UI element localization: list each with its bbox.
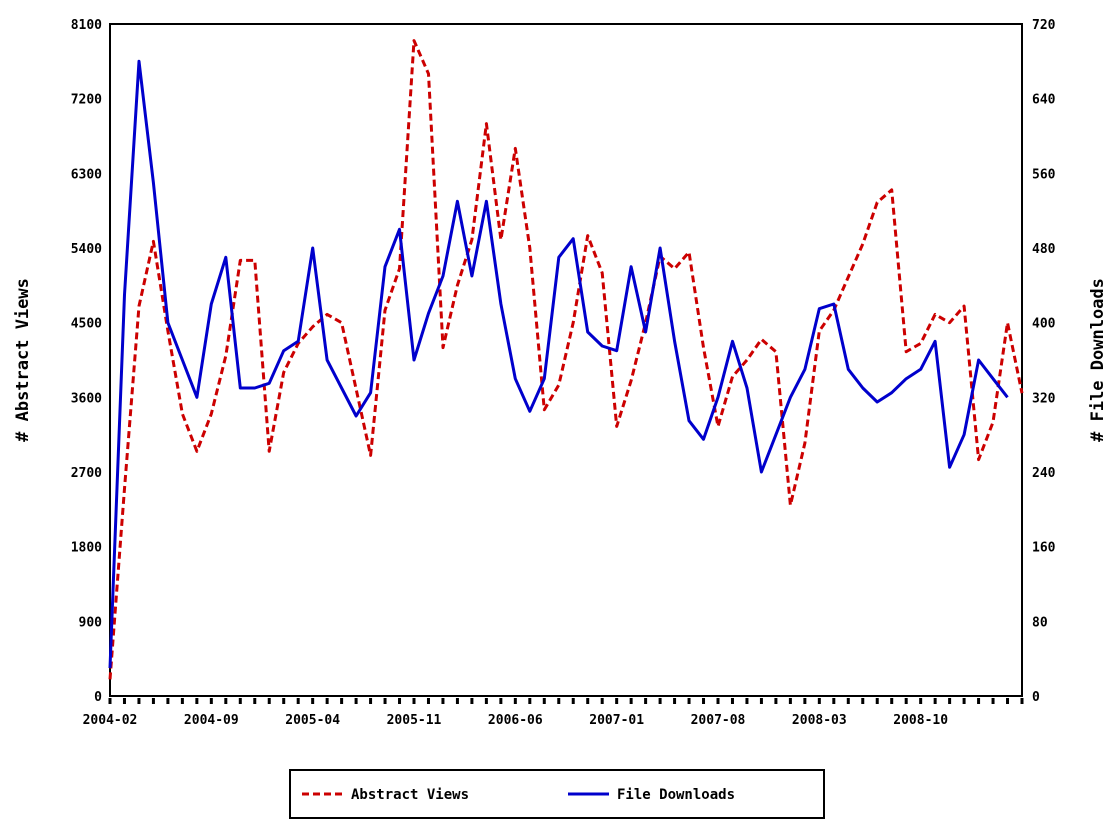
y-right-tick-label: 640 bbox=[1032, 93, 1056, 108]
y-left-tick-label: 3600 bbox=[71, 391, 102, 406]
legend-box bbox=[289, 769, 825, 819]
y-left-tick-label: 900 bbox=[79, 615, 103, 630]
series-lines bbox=[108, 39, 1024, 680]
x-tick-label: 2006-06 bbox=[488, 713, 543, 728]
x-tick-label: 2005-04 bbox=[285, 713, 340, 728]
y-right-tick-label: 160 bbox=[1032, 541, 1056, 556]
y-left-tick-label: 6300 bbox=[71, 167, 102, 182]
series-line-file-downloads bbox=[108, 59, 1009, 669]
x-tick-label: 2008-03 bbox=[792, 713, 847, 728]
y-left-tick-label: 0 bbox=[94, 690, 102, 705]
x-tick-label: 2007-08 bbox=[691, 713, 746, 728]
y-left-tick-label: 8100 bbox=[71, 18, 102, 33]
legend: Abstract Views File Downloads bbox=[289, 769, 825, 819]
x-tick-label: 2005-11 bbox=[387, 713, 442, 728]
x-tick-label: 2008-10 bbox=[893, 713, 948, 728]
y-right-tick-label: 0 bbox=[1032, 690, 1040, 705]
series-line-abstract-views bbox=[108, 39, 1024, 680]
y-left-tick-label: 2700 bbox=[71, 466, 102, 481]
legend-label-file-downloads: File Downloads bbox=[617, 787, 735, 803]
y-right-tick-label: 320 bbox=[1032, 391, 1056, 406]
y-right-tick-label: 80 bbox=[1032, 615, 1048, 630]
x-tick-label: 2004-02 bbox=[83, 713, 138, 728]
x-tick-label: 2007-01 bbox=[589, 713, 644, 728]
y-right-tick-label: 720 bbox=[1032, 18, 1056, 33]
y-right-axis-title: # File Downloads bbox=[1088, 278, 1108, 442]
y-right-tick-label: 560 bbox=[1032, 167, 1056, 182]
y-right-tick-label: 240 bbox=[1032, 466, 1056, 481]
y-left-tick-label: 5400 bbox=[71, 242, 102, 257]
y-right-tick-label: 480 bbox=[1032, 242, 1056, 257]
plot-frame bbox=[109, 23, 1023, 697]
legend-label-abstract-views: Abstract Views bbox=[351, 787, 469, 803]
x-tick-label: 2004-09 bbox=[184, 713, 239, 728]
y-left-tick-label: 4500 bbox=[71, 317, 102, 332]
y-left-axis-title: # Abstract Views bbox=[13, 278, 33, 442]
y-left-tick-labels: 0 900 1800 2700 3600 4500 5400 6300 7200 8100 bbox=[71, 18, 102, 705]
y-left-tick-label: 7200 bbox=[71, 93, 102, 108]
y-right-tick-label: 400 bbox=[1032, 317, 1056, 332]
x-tick-marks bbox=[108, 698, 1024, 704]
y-right-tick-labels: 0 80 160 240 320 400 480 560 640 720 bbox=[1032, 18, 1056, 705]
y-left-tick-label: 1800 bbox=[71, 541, 102, 556]
x-tick-labels: 2004-02 2004-09 2005-04 2005-11 2006-06 2007-… bbox=[83, 713, 949, 728]
